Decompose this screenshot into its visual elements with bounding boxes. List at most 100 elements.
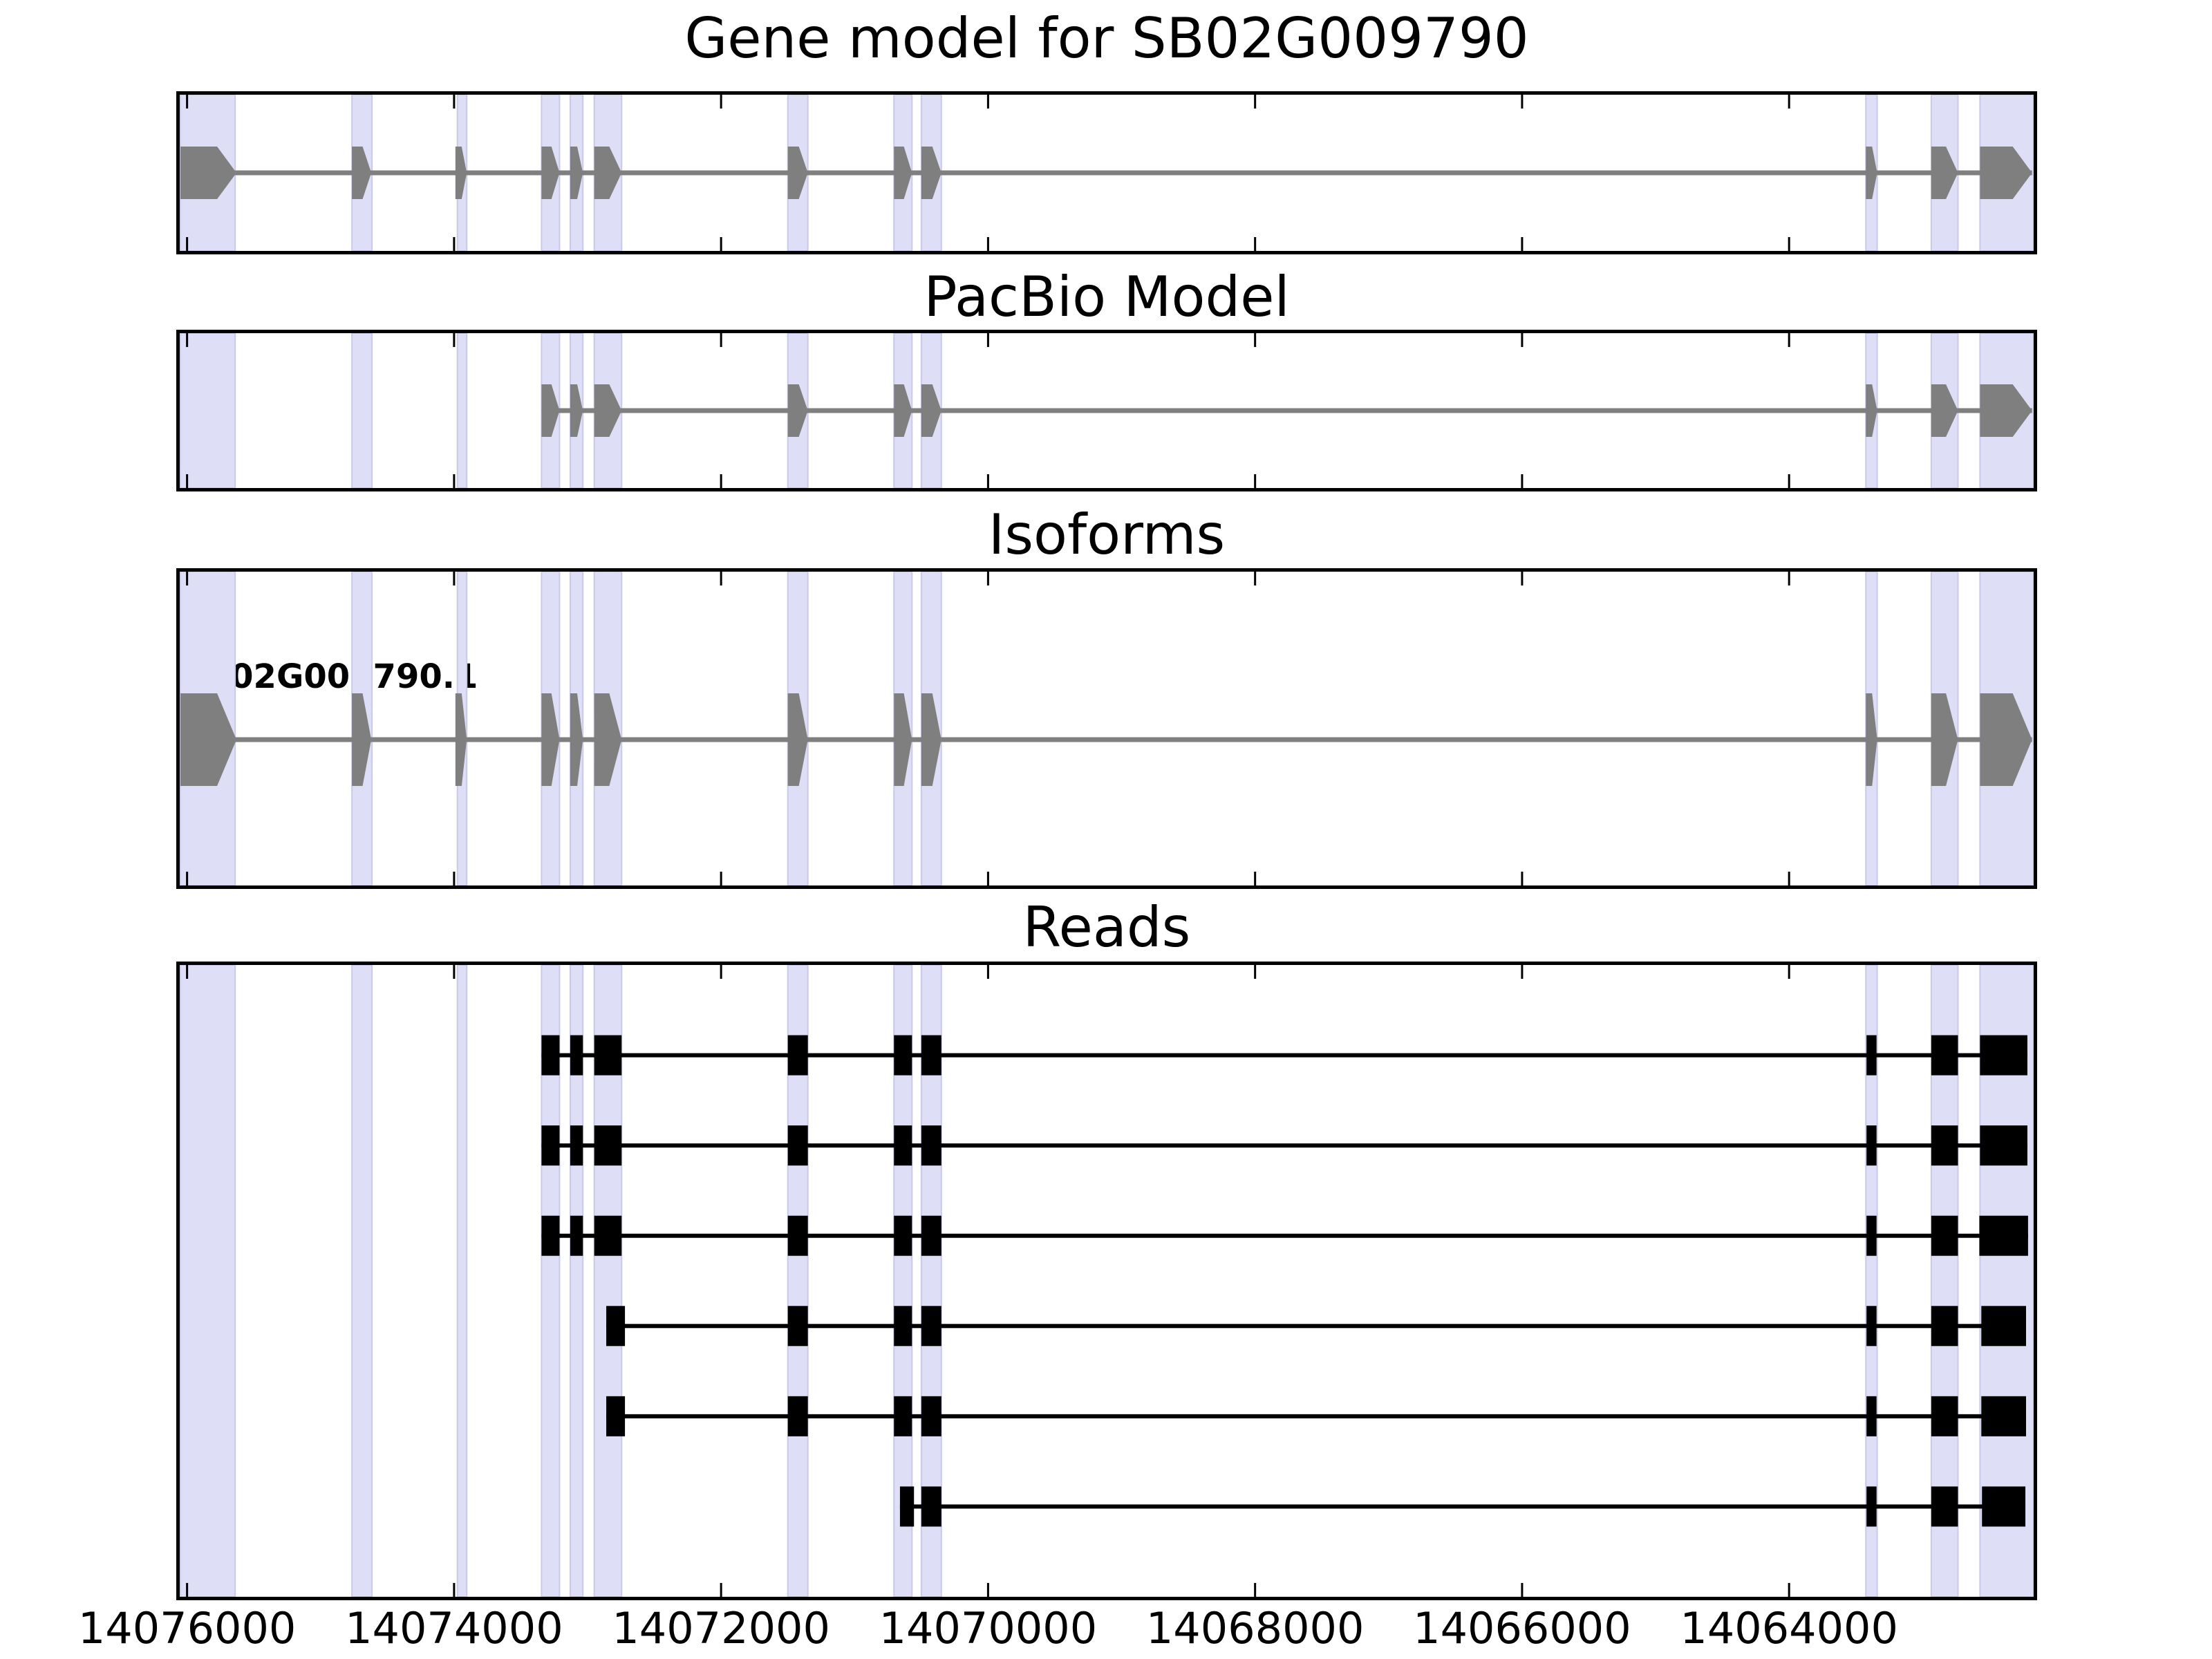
read-exon-block — [921, 1215, 941, 1256]
panel-title-reads: Reads — [1022, 895, 1191, 959]
panel-title-isoforms: Isoforms — [988, 503, 1226, 567]
exon-arrow — [894, 693, 912, 786]
exon-arrow — [541, 147, 560, 199]
read-exon-block — [541, 1215, 560, 1256]
read-exon-block — [594, 1035, 622, 1076]
read-exon-block — [787, 1125, 808, 1166]
axis-tick-label: 14076000 — [77, 1603, 297, 1653]
read-exon-block — [1866, 1396, 1877, 1436]
read-exon-block — [1931, 1396, 1958, 1436]
exon-arrow — [787, 384, 808, 437]
read-exon-block — [541, 1035, 560, 1076]
intron-line — [180, 737, 2032, 742]
intron-line — [541, 408, 2032, 413]
panel-isoforms — [176, 568, 2037, 889]
exon-arrow — [541, 384, 560, 437]
isoforms-track-canvas — [180, 572, 2034, 885]
read-exon-block — [1931, 1035, 1958, 1076]
exon-arrow — [594, 147, 622, 199]
read-exon-block — [899, 1486, 915, 1527]
exon-arrow — [570, 147, 583, 199]
read-exon-block — [1982, 1486, 2026, 1527]
read-exon-block — [787, 1396, 808, 1436]
read-exon-block — [1931, 1486, 1958, 1527]
panel-title-pacbio: PacBio Model — [924, 265, 1290, 329]
exon-arrow — [180, 147, 237, 199]
highlight-band — [456, 965, 468, 1597]
panel-pacbio-model — [176, 330, 2037, 491]
highlight-band — [1865, 965, 1878, 1597]
read-exon-block — [1931, 1215, 1958, 1256]
read-exon-block — [1931, 1306, 1958, 1347]
read-exon-block — [894, 1035, 912, 1076]
read-intron-line — [606, 1324, 2026, 1329]
read-exon-block — [594, 1215, 622, 1256]
panel-title-gene-model: Gene model for SB02G009790 — [684, 6, 1529, 71]
reads-track-canvas — [180, 965, 2034, 1597]
read-intron-line — [606, 1414, 2026, 1418]
pacbio-track-canvas — [180, 333, 2034, 488]
read-exon-block — [921, 1035, 941, 1076]
read-exon-block — [1981, 1306, 2026, 1347]
exon-arrow — [541, 693, 560, 786]
exon-arrow — [1980, 147, 2032, 199]
read-exon-block — [921, 1396, 941, 1436]
axis-tick-label: 14070000 — [879, 1603, 1098, 1653]
intron-line — [180, 170, 2032, 176]
axis-tick-label: 14068000 — [1145, 1603, 1365, 1653]
read-exon-block — [1866, 1035, 1877, 1076]
exon-arrow — [352, 693, 372, 786]
exon-arrow — [594, 693, 622, 786]
read-track — [606, 1306, 2026, 1347]
exon-arrow — [1931, 693, 1958, 786]
exon-arrow — [921, 693, 941, 786]
read-exon-block — [594, 1125, 622, 1166]
read-exon-block — [921, 1486, 941, 1527]
highlight-band — [180, 333, 236, 488]
exon-arrow — [1866, 384, 1877, 437]
exon-arrow — [1980, 693, 2032, 786]
exon-arrow — [180, 693, 237, 786]
read-exon-block — [570, 1215, 583, 1256]
read-exon-block — [921, 1125, 941, 1166]
read-exon-block — [1980, 1125, 2027, 1166]
axis-tick-label: 14074000 — [345, 1603, 563, 1653]
read-intron-line — [899, 1504, 2026, 1509]
exon-arrow — [1931, 147, 1958, 199]
axis-tick-label: 14066000 — [1413, 1603, 1631, 1653]
read-exon-block — [570, 1125, 583, 1166]
read-intron-line — [541, 1233, 2028, 1238]
read-exon-block — [921, 1306, 941, 1347]
highlight-band — [180, 965, 236, 1597]
read-track — [541, 1215, 2028, 1256]
exon-arrow — [1866, 693, 1877, 786]
read-track — [541, 1125, 2027, 1166]
read-track — [606, 1396, 2026, 1436]
panel-reads — [176, 962, 2037, 1600]
read-track — [541, 1035, 2027, 1076]
exon-arrow — [594, 384, 622, 437]
read-exon-block — [1866, 1486, 1877, 1527]
exon-arrow — [1866, 147, 1877, 199]
read-exon-block — [1866, 1215, 1877, 1256]
exon-arrow — [787, 147, 808, 199]
exon-arrow — [894, 147, 912, 199]
read-exon-block — [606, 1306, 626, 1347]
read-exon-block — [1979, 1215, 2028, 1256]
gene-model-track-canvas — [180, 95, 2034, 251]
read-exon-block — [1866, 1125, 1877, 1166]
read-exon-block — [894, 1215, 912, 1256]
highlight-band — [351, 965, 373, 1597]
exon-arrow — [455, 693, 467, 786]
exon-arrow — [1980, 384, 2032, 437]
exon-arrow — [894, 384, 912, 437]
exon-arrow — [455, 147, 467, 199]
read-exon-block — [894, 1125, 912, 1166]
read-exon-block — [541, 1125, 560, 1166]
read-exon-block — [894, 1396, 912, 1436]
read-track — [899, 1486, 2026, 1527]
read-exon-block — [894, 1306, 912, 1347]
exon-arrow — [1931, 384, 1958, 437]
read-exon-block — [570, 1035, 583, 1076]
